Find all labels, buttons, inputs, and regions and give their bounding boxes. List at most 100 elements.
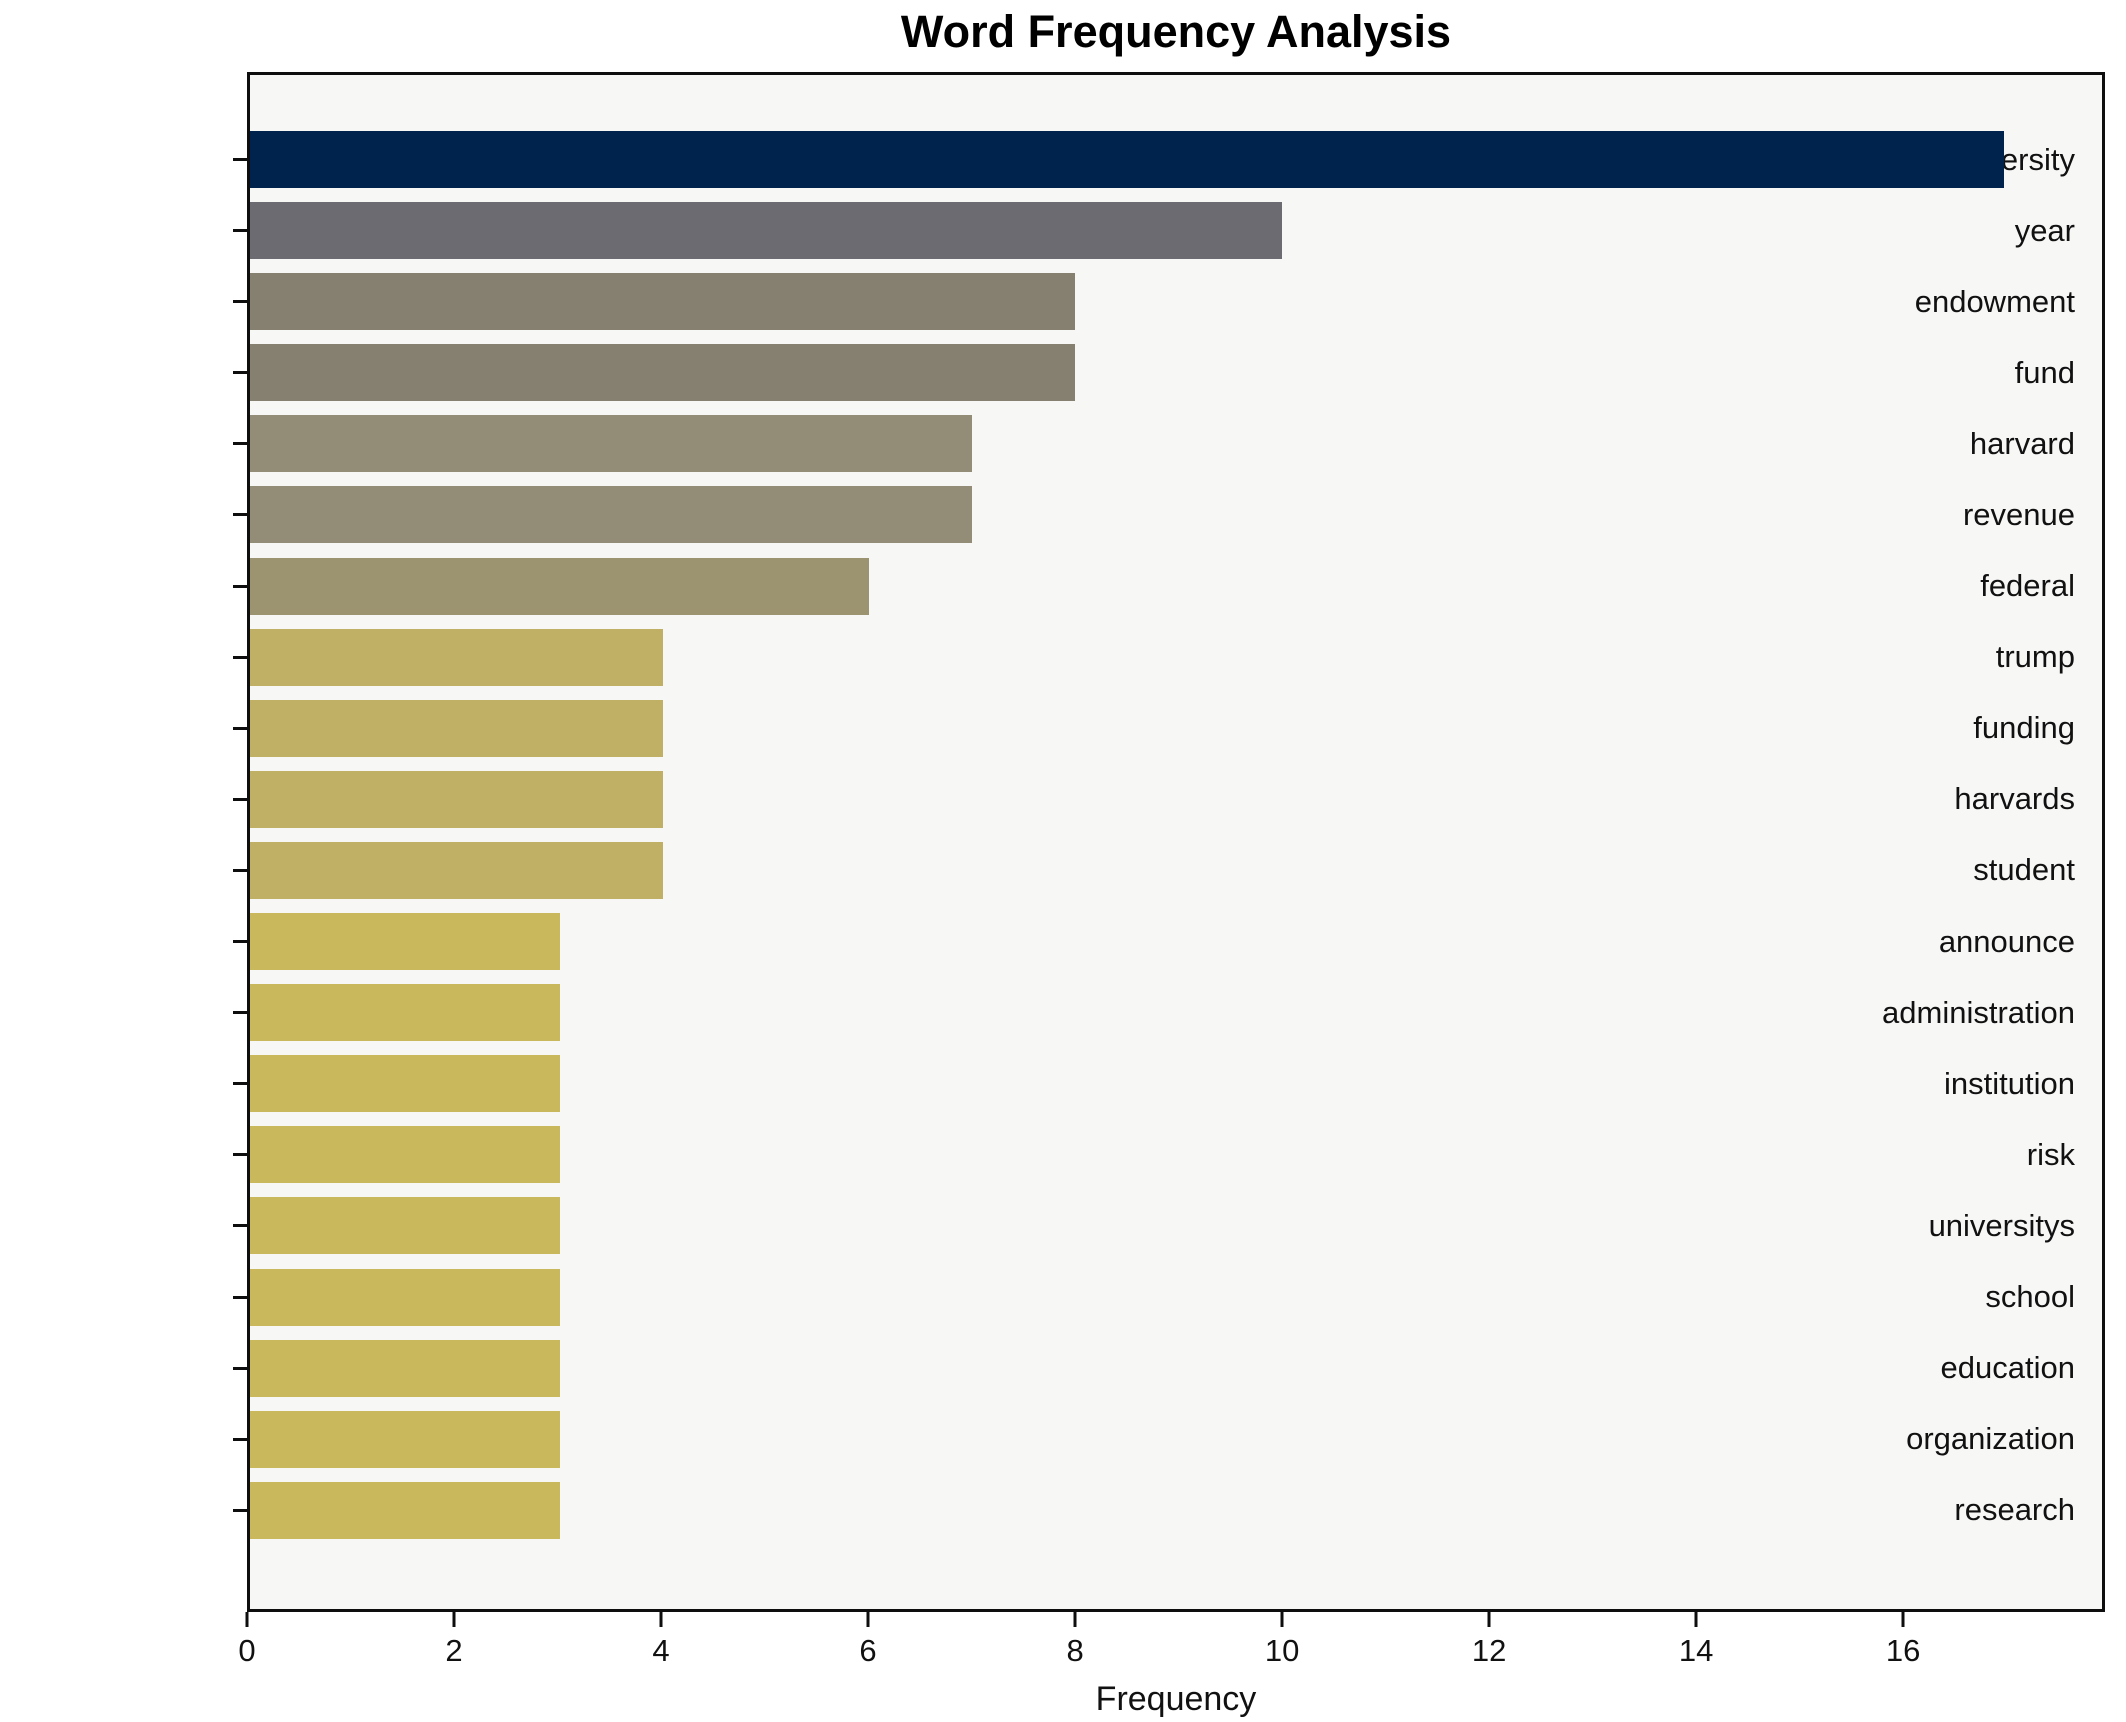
y-tick-mark — [233, 300, 247, 304]
bar-row: institution — [233, 1055, 2102, 1113]
y-tick-mark — [233, 584, 247, 588]
bar-row: fund — [233, 344, 2102, 402]
bar-row: harvards — [233, 770, 2102, 828]
bar — [250, 1481, 560, 1539]
x-tick-label: 10 — [1264, 1633, 1300, 1668]
chart-title: Word Frequency Analysis — [900, 6, 1452, 57]
bar-row: trump — [233, 628, 2102, 686]
bar-row: endowment — [233, 273, 2102, 331]
y-tick-mark — [233, 371, 247, 375]
bar — [250, 770, 663, 828]
x-tick-mark — [1073, 1612, 1077, 1627]
bar-row: administration — [233, 984, 2102, 1042]
bar — [250, 699, 663, 757]
y-label: institution — [1944, 1065, 2075, 1101]
y-label: research — [1954, 1492, 2075, 1528]
y-tick-mark — [233, 513, 247, 517]
bar — [250, 1339, 560, 1397]
y-tick-mark — [233, 1082, 247, 1086]
bar-row: university — [233, 131, 2102, 188]
y-tick-mark — [233, 1011, 247, 1015]
y-label: school — [1985, 1279, 2075, 1314]
x-tick-label: 16 — [1885, 1633, 1921, 1668]
y-tick-mark — [233, 229, 247, 233]
x-tick-mark — [1694, 1612, 1698, 1627]
x-tick-mark — [1901, 1612, 1905, 1627]
y-label: harvard — [1969, 425, 2075, 461]
y-label: year — [2014, 212, 2075, 248]
bar-row: revenue — [233, 486, 2102, 544]
bar — [250, 841, 663, 899]
x-tick-mark — [866, 1612, 870, 1627]
y-label: announce — [1938, 923, 2075, 959]
bar-row: education — [233, 1339, 2102, 1397]
bar-row: universitys — [233, 1197, 2102, 1255]
bar-row: risk — [233, 1126, 2102, 1184]
y-tick-mark — [233, 868, 247, 872]
bar-row: student — [233, 841, 2102, 899]
bar — [250, 1268, 560, 1326]
bar — [250, 273, 1076, 331]
y-label: student — [1973, 852, 2075, 888]
bar-row: school — [233, 1268, 2102, 1326]
y-tick-mark — [233, 1366, 247, 1370]
x-tick-label: 0 — [238, 1633, 256, 1668]
y-label: organization — [1906, 1421, 2075, 1457]
bar-row: federal — [233, 557, 2102, 615]
y-label: funding — [1973, 710, 2075, 746]
y-label: revenue — [1962, 496, 2075, 532]
bar — [250, 913, 560, 971]
y-label: harvards — [1954, 781, 2075, 817]
y-tick-mark — [233, 442, 247, 446]
y-tick-mark — [233, 1437, 247, 1441]
bar — [250, 486, 973, 544]
x-tick-mark — [452, 1612, 456, 1627]
x-tick-label: 6 — [859, 1633, 877, 1668]
x-tick-label: 4 — [652, 1633, 670, 1668]
y-label: trump — [1995, 639, 2075, 675]
x-tick-mark — [1280, 1612, 1284, 1627]
x-tick-label: 2 — [445, 1633, 463, 1668]
bar — [250, 415, 973, 473]
y-label: federal — [1980, 568, 2075, 604]
y-label: endowment — [1914, 283, 2075, 319]
bar — [250, 557, 870, 615]
y-label: risk — [2026, 1136, 2075, 1172]
y-label: universitys — [1928, 1207, 2075, 1243]
bar — [250, 1197, 560, 1255]
y-tick-mark — [233, 1153, 247, 1157]
y-tick-mark — [233, 726, 247, 730]
bar — [250, 1055, 560, 1113]
plot-area: university year endowment fund harvard revenu… — [233, 72, 2105, 1612]
bar-row: announce — [233, 913, 2102, 971]
x-tick-label: 12 — [1471, 1633, 1507, 1668]
bar — [250, 628, 663, 686]
x-axis-label: Frequency — [1095, 1680, 1257, 1718]
x-tick-mark — [245, 1612, 249, 1627]
bar — [250, 344, 1076, 402]
x-tick-label: 14 — [1678, 1633, 1714, 1668]
bar-row: funding — [233, 699, 2102, 757]
y-label: administration — [1882, 994, 2075, 1030]
bar-row: harvard — [233, 415, 2102, 473]
bar-row: year — [233, 202, 2102, 260]
x-tick-mark — [659, 1612, 663, 1627]
y-tick-mark — [233, 158, 247, 161]
x-tick-label: 8 — [1066, 1633, 1084, 1668]
y-tick-mark — [233, 1508, 247, 1512]
y-tick-mark — [233, 940, 247, 944]
bar — [250, 1410, 560, 1468]
bars-container: university year endowment fund harvard revenu… — [233, 131, 2102, 1539]
y-tick-mark — [233, 1224, 247, 1228]
bar-row: research — [233, 1481, 2102, 1539]
y-label: fund — [2014, 354, 2075, 390]
bar — [250, 984, 560, 1042]
y-tick-mark — [233, 1295, 247, 1299]
bar — [250, 131, 2004, 188]
y-tick-mark — [233, 797, 247, 801]
bar — [250, 202, 1282, 260]
y-label: education — [1940, 1350, 2075, 1386]
bar-row: organization — [233, 1410, 2102, 1468]
x-tick-mark — [1487, 1612, 1491, 1627]
